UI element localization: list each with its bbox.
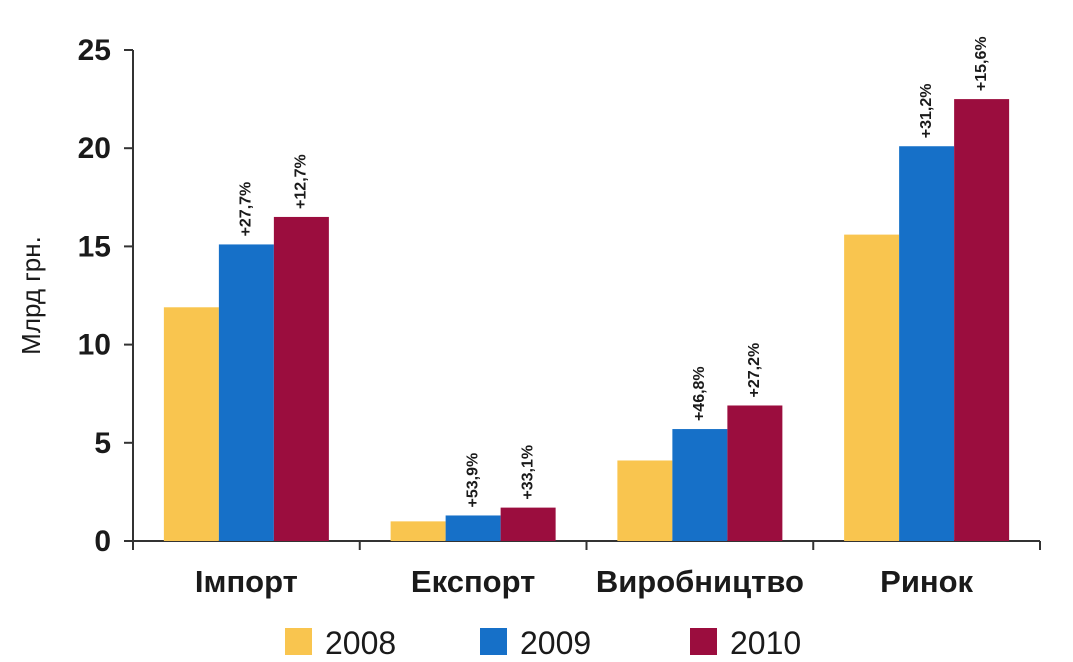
legend-swatch-2009 xyxy=(480,628,507,655)
category-label: Імпорт xyxy=(195,564,298,599)
data-label: +46,8% xyxy=(691,366,708,421)
y-axis: 0 5 10 15 20 25 xyxy=(78,34,134,558)
bar-2009-1 xyxy=(445,515,501,541)
data-label: +53,9% xyxy=(464,453,481,508)
category-label: Експорт xyxy=(411,564,535,599)
legend-label: 2008 xyxy=(325,625,396,661)
category-label: Виробництво xyxy=(596,564,804,599)
bar-2009-3 xyxy=(899,146,955,541)
bar-2008-0 xyxy=(163,307,219,541)
bar-2010-2 xyxy=(727,405,783,541)
bar-2010-3 xyxy=(954,99,1010,541)
y-tick-label: 15 xyxy=(78,230,111,263)
bars xyxy=(163,99,1010,541)
y-tick-label: 5 xyxy=(94,427,111,460)
data-label: +12,7% xyxy=(293,154,310,209)
bar-2010-1 xyxy=(500,507,556,541)
y-axis-title: Млрд грн. xyxy=(16,236,46,355)
bar-2009-0 xyxy=(218,244,274,541)
legend: 2008 2009 2010 xyxy=(285,625,801,661)
y-tick-label: 0 xyxy=(94,525,111,558)
data-label: +27,7% xyxy=(238,182,255,237)
bar-2008-1 xyxy=(390,521,446,541)
y-tick-label: 10 xyxy=(78,329,111,362)
data-labels: +27,7% +12,7% +53,9% +33,1% +46,8% +27,2% +31,… xyxy=(238,36,990,507)
legend-swatch-2010 xyxy=(690,628,717,655)
bar-2008-3 xyxy=(844,234,900,541)
legend-label: 2009 xyxy=(520,625,591,661)
category-labels: Імпорт Експорт Виробництво Ринок xyxy=(195,564,974,599)
bar-2009-2 xyxy=(672,429,728,541)
x-axis xyxy=(132,540,1041,550)
data-label: +27,2% xyxy=(746,343,763,398)
bar-2008-2 xyxy=(617,460,673,541)
category-label: Ринок xyxy=(880,564,973,599)
legend-label: 2010 xyxy=(730,625,801,661)
y-tick-label: 25 xyxy=(78,34,111,67)
y-tick-label: 20 xyxy=(78,132,111,165)
bar-2010-0 xyxy=(273,216,329,541)
data-label: +15,6% xyxy=(973,36,990,91)
data-label: +31,2% xyxy=(918,84,935,139)
legend-swatch-2008 xyxy=(285,628,312,655)
data-label: +33,1% xyxy=(519,445,536,500)
